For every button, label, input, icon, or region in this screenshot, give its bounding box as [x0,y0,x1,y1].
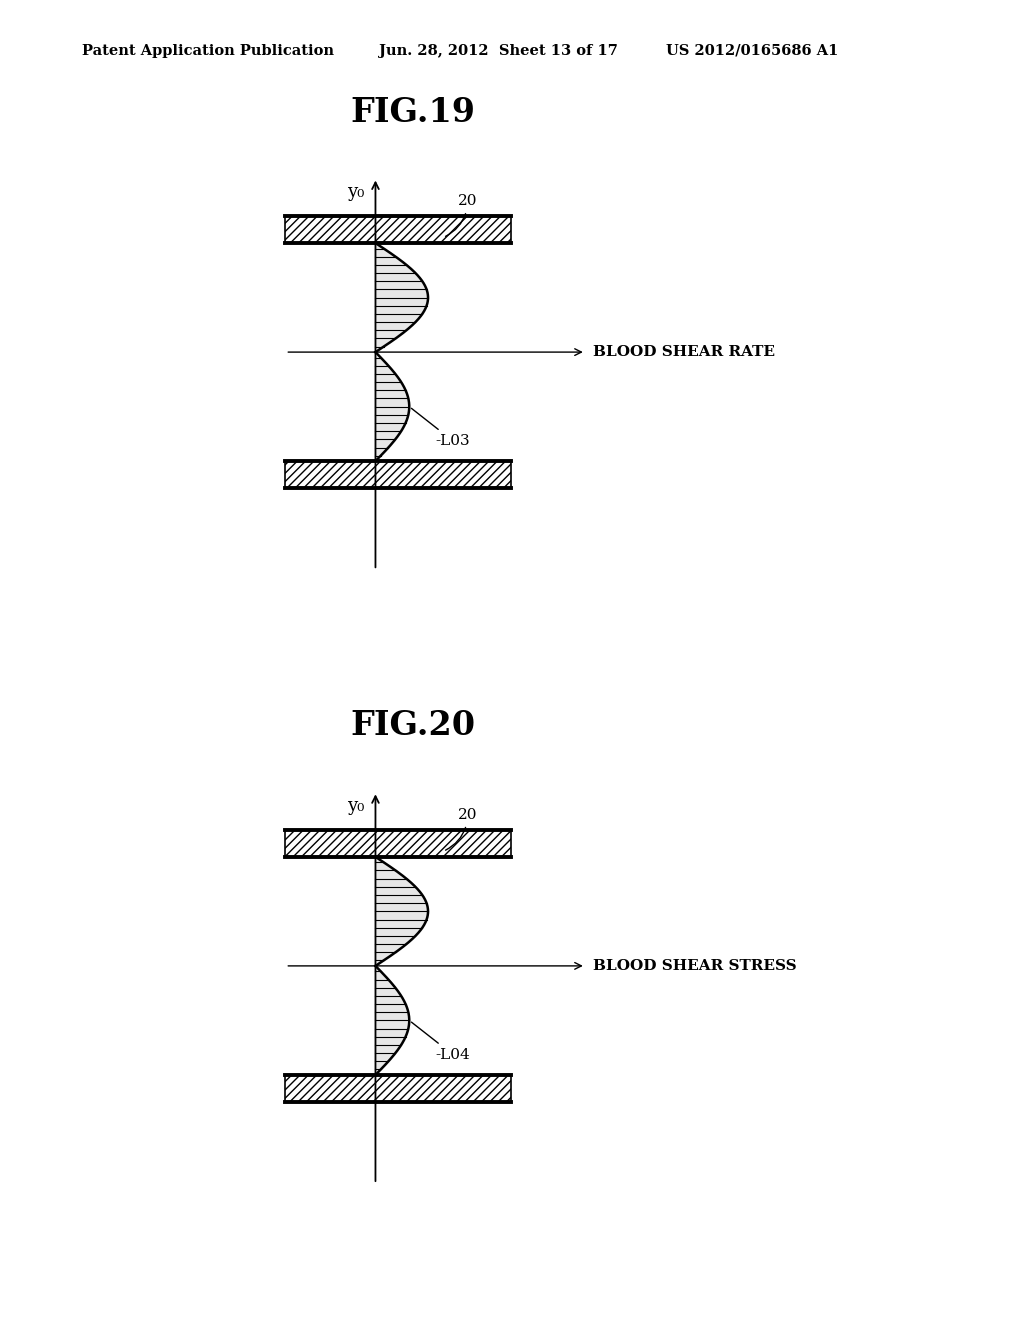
Text: FIG.19: FIG.19 [350,95,475,128]
Text: -L03: -L03 [412,408,470,447]
Text: 20: 20 [445,194,477,236]
Text: 20: 20 [445,808,477,850]
Text: Patent Application Publication: Patent Application Publication [82,44,334,58]
Polygon shape [286,461,511,488]
Polygon shape [286,1074,511,1102]
Text: Jun. 28, 2012  Sheet 13 of 17: Jun. 28, 2012 Sheet 13 of 17 [379,44,617,58]
Polygon shape [286,829,511,857]
Text: FIG.20: FIG.20 [350,709,475,742]
Text: BLOOD SHEAR STRESS: BLOOD SHEAR STRESS [593,958,797,973]
Polygon shape [286,215,511,243]
Text: -L04: -L04 [412,1022,470,1061]
Text: y₀: y₀ [347,797,365,814]
Text: y₀: y₀ [347,183,365,201]
Text: US 2012/0165686 A1: US 2012/0165686 A1 [666,44,838,58]
Text: BLOOD SHEAR RATE: BLOOD SHEAR RATE [593,345,775,359]
